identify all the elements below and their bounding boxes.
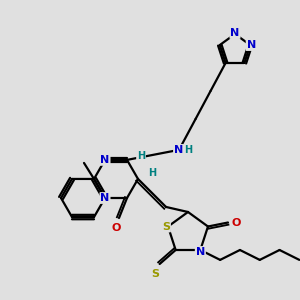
- Text: S: S: [152, 269, 160, 279]
- Text: N: N: [230, 28, 240, 38]
- Text: N: N: [196, 247, 205, 257]
- Text: H: H: [137, 151, 145, 161]
- Text: S: S: [162, 221, 170, 232]
- Text: N: N: [174, 145, 183, 155]
- Text: H: H: [148, 168, 156, 178]
- Text: H: H: [184, 145, 193, 155]
- Text: O: O: [111, 223, 121, 233]
- Text: O: O: [231, 218, 241, 227]
- Text: N: N: [247, 40, 256, 50]
- Text: N: N: [100, 193, 109, 203]
- Text: N: N: [100, 155, 109, 165]
